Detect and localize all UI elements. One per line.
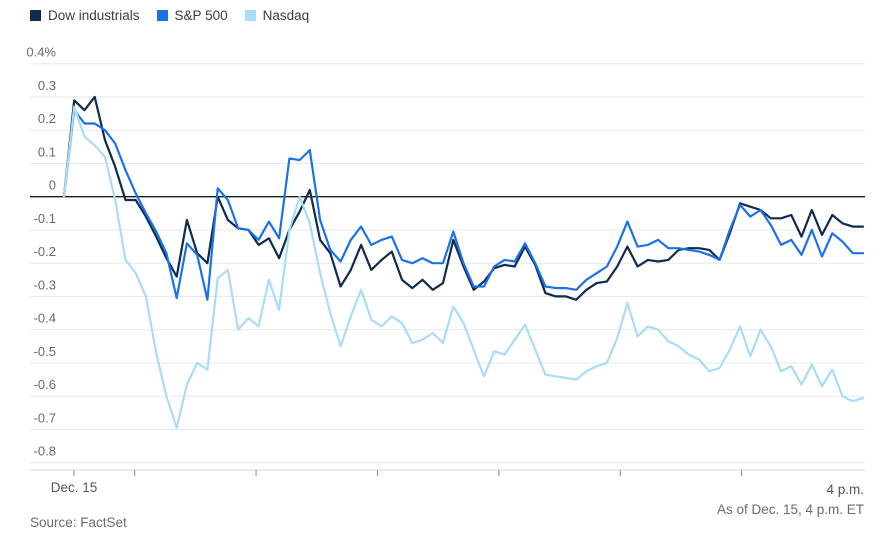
nasdaq-color-swatch-icon [244,10,256,21]
y-tick-label: -0.5 [34,344,56,359]
dow-industrials-line [62,95,865,301]
dow-color-swatch-icon [30,10,41,21]
legend-item-nasdaq: Nasdaq [244,8,310,23]
y-tick-label: 0.4% [26,45,56,60]
sp500-color-swatch-icon [156,10,168,21]
legend-label-sp500: S&P 500 [174,8,228,23]
as-of-note: As of Dec. 15, 4 p.m. ET [716,502,864,517]
y-tick-label: -0.1 [34,211,56,226]
s-p-500-line [62,109,865,301]
x-axis-end-label: 4 p.m. [826,482,864,497]
y-tick-label: 0.2 [38,111,56,126]
y-tick-label: 0.1 [38,144,56,159]
source-note: Source: FactSet [30,515,127,530]
y-tick-label: 0.3 [38,78,56,93]
legend-item-sp500: S&P 500 [156,8,228,23]
legend: Dow industrials S&P 500 Nasdaq [30,8,309,23]
nasdaq-line [62,105,865,429]
y-tick-label: -0.7 [34,410,56,425]
legend-label-nasdaq: Nasdaq [262,8,310,23]
y-tick-label: -0.6 [34,377,56,392]
x-axis-start-label: Dec. 15 [50,480,98,495]
y-tick-label: -0.2 [34,244,56,259]
y-tick-label: -0.4 [34,311,56,326]
legend-item-dow-industrials: Dow industrials [30,8,140,23]
y-tick-label: -0.3 [34,277,56,292]
legend-label-dow: Dow industrials [48,8,140,23]
y-tick-label: -0.8 [34,444,56,459]
y-tick-label: 0 [49,178,56,193]
